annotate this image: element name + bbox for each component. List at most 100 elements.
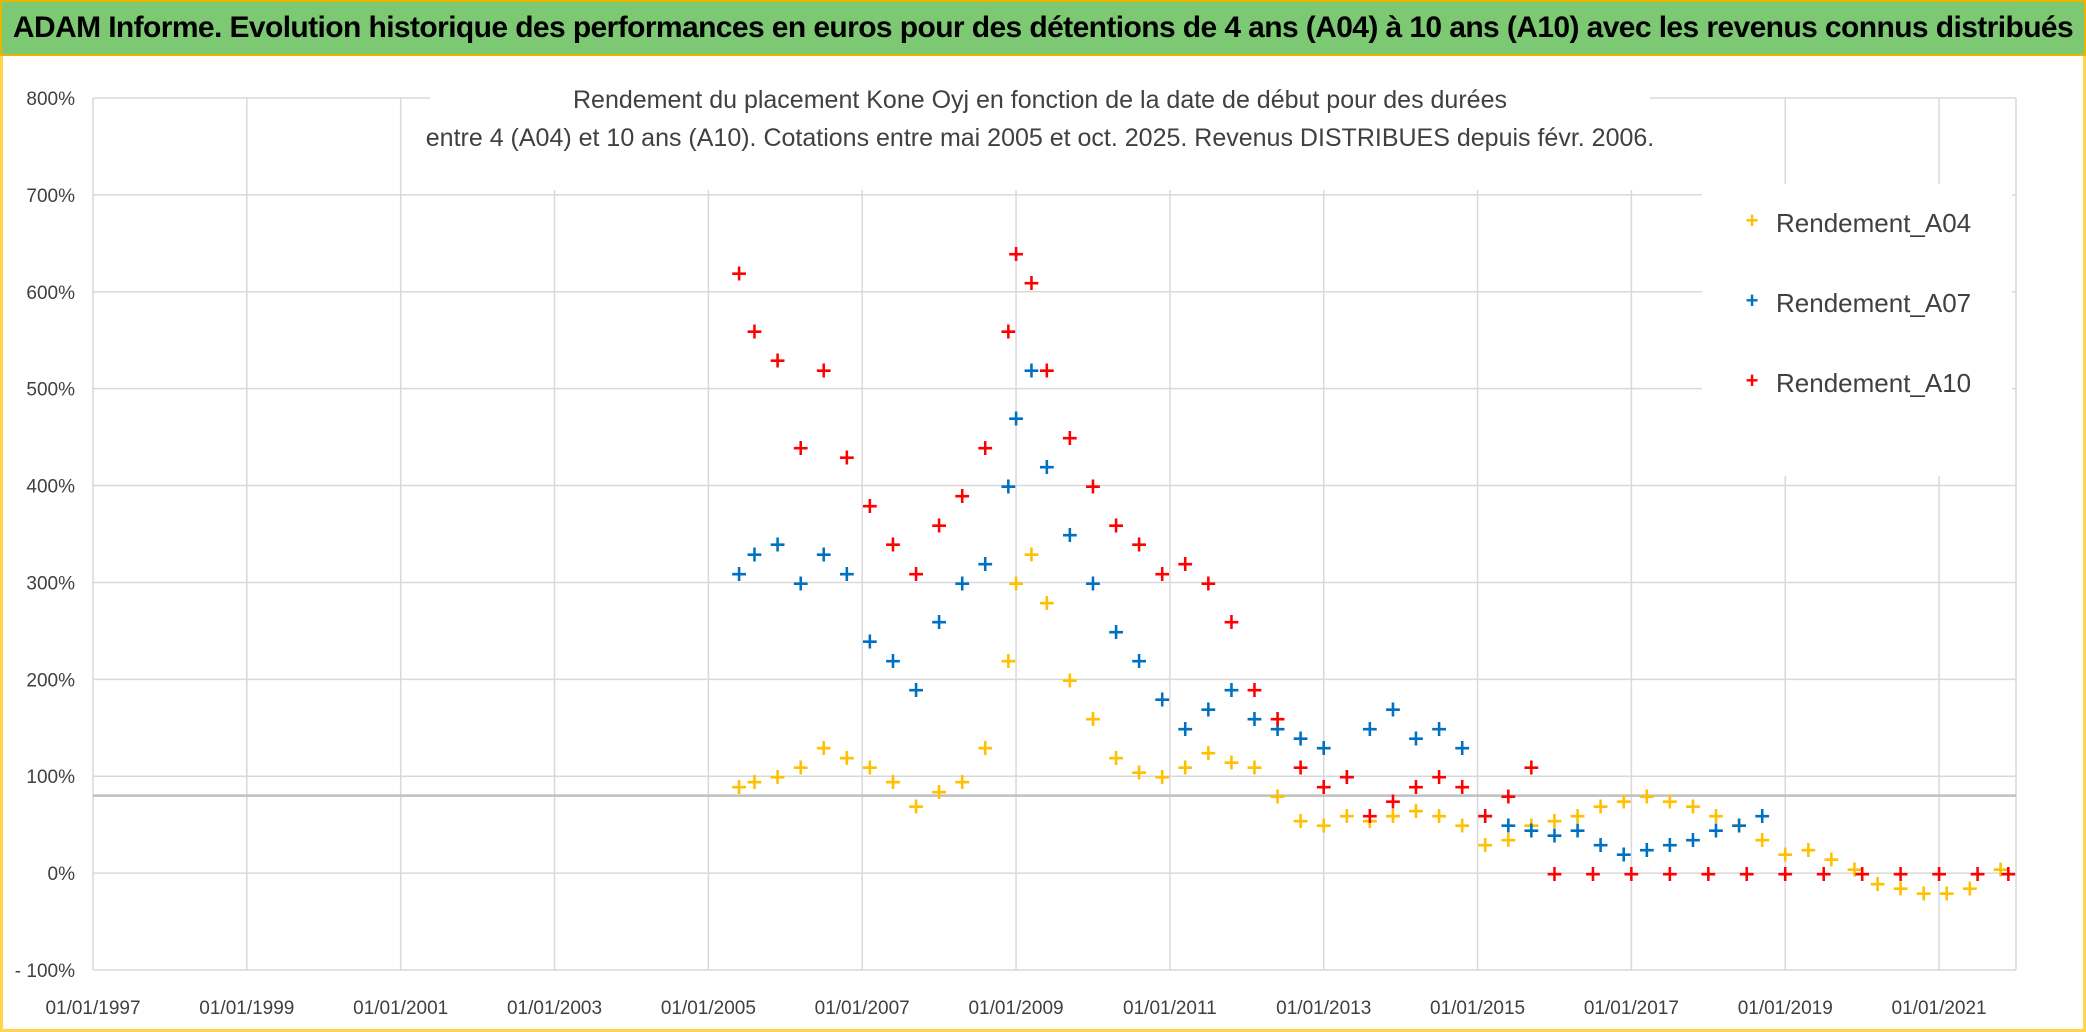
series-rendement-a04: ++ + ++ + ++++ ++++++++++ + ++ + +++ + + + + + + ++ ++ + + +… xyxy=(730,542,2010,906)
y-tick-label: 600% xyxy=(26,283,75,304)
data-point: + xyxy=(730,562,748,587)
data-point: + xyxy=(1291,809,1309,834)
data-point: + xyxy=(1176,552,1194,577)
x-tick-label: 01/01/1999 xyxy=(199,998,294,1019)
data-point: + xyxy=(1130,533,1148,558)
data-point: + xyxy=(930,610,948,635)
data-point: + xyxy=(1007,407,1025,432)
data-point: + xyxy=(1822,848,1840,873)
chart-grid xyxy=(92,97,2017,971)
data-point: + xyxy=(730,775,748,800)
data-point: + xyxy=(1545,862,1563,887)
data-point: + xyxy=(1407,775,1425,800)
data-point: + xyxy=(884,533,902,558)
legend-label-a10: Rendement_A10 xyxy=(1776,368,1971,398)
data-point: + xyxy=(1968,862,1986,887)
data-point: + xyxy=(838,562,856,587)
data-point: + xyxy=(1245,678,1263,703)
data-point: + xyxy=(1453,736,1471,761)
data-point: + xyxy=(1222,678,1240,703)
y-tick-label: 700% xyxy=(26,186,75,207)
data-point: + xyxy=(1268,785,1286,810)
chart: ++ + ++ + ++++ ++++++++++ + ++ + +++ + + + + + + ++ ++ + + +… xyxy=(15,74,2018,1019)
data-point: + xyxy=(1291,756,1309,781)
data-point: + xyxy=(815,358,833,383)
data-point: + xyxy=(1061,426,1079,451)
chart-title-line-1: Rendement du placement Kone Oyj en fonct… xyxy=(573,86,1507,114)
data-point: + xyxy=(1384,789,1402,814)
data-point: + xyxy=(1591,794,1609,819)
data-point: + xyxy=(953,571,971,596)
data-point: + xyxy=(1891,862,1909,887)
data-point: + xyxy=(1584,862,1602,887)
chart-points: ++ + ++ + ++++ ++++++++++ + ++ + +++ + + + + + + ++ ++ + + +… xyxy=(730,242,2018,906)
data-point: + xyxy=(1153,688,1171,713)
data-point: + xyxy=(1738,862,1756,887)
data-point: + xyxy=(1814,862,1832,887)
legend-background xyxy=(1702,184,2012,476)
data-point: + xyxy=(745,542,763,567)
data-point: + xyxy=(1245,707,1263,732)
data-point: + xyxy=(1022,271,1040,296)
data-point: + xyxy=(861,494,879,519)
x-tick-label: 01/01/2005 xyxy=(661,998,756,1019)
data-point: + xyxy=(1999,862,2017,887)
data-point: + xyxy=(1268,707,1286,732)
x-tick-label: 01/01/1997 xyxy=(45,998,140,1019)
data-point: + xyxy=(1338,765,1356,790)
data-point: + xyxy=(1084,475,1102,500)
y-tick-label: - 100% xyxy=(15,961,75,982)
data-point: + xyxy=(999,475,1017,500)
data-point: + xyxy=(1291,726,1309,751)
x-tick-label: 01/01/2017 xyxy=(1584,998,1679,1019)
data-point: + xyxy=(1591,833,1609,858)
data-point: + xyxy=(1499,814,1517,839)
data-point: + xyxy=(1684,828,1702,853)
data-point: + xyxy=(1614,843,1632,868)
data-point: + xyxy=(1038,358,1056,383)
data-point: + xyxy=(1199,741,1217,766)
x-tick-label: 01/01/2013 xyxy=(1276,998,1371,1019)
x-tick-label: 01/01/2011 xyxy=(1123,998,1217,1019)
data-point: + xyxy=(1638,785,1656,810)
data-point: + xyxy=(1499,785,1517,810)
chart-legend: + Rendement_A04 + Rendement_A07 + Rendem… xyxy=(1702,184,2012,476)
data-point: + xyxy=(1153,562,1171,587)
data-point: + xyxy=(953,770,971,795)
data-point: + xyxy=(791,571,809,596)
data-point: + xyxy=(1661,862,1679,887)
data-point: + xyxy=(999,649,1017,674)
data-point: + xyxy=(1545,823,1563,848)
data-point: + xyxy=(1176,756,1194,781)
data-point: + xyxy=(1222,751,1240,776)
data-point: + xyxy=(768,765,786,790)
chart-title: Rendement du placement Kone Oyj en fonct… xyxy=(426,74,1654,190)
data-point: + xyxy=(1315,775,1333,800)
data-point: + xyxy=(907,562,925,587)
legend-label-a07: Rendement_A07 xyxy=(1776,288,1971,318)
data-point: + xyxy=(1130,649,1148,674)
data-point: + xyxy=(1038,591,1056,616)
data-point: + xyxy=(1622,862,1640,887)
data-point: + xyxy=(861,630,879,655)
data-point: + xyxy=(1222,610,1240,635)
data-point: + xyxy=(1084,571,1102,596)
data-point: + xyxy=(1430,804,1448,829)
data-point: + xyxy=(1914,881,1932,906)
data-point: + xyxy=(1868,872,1886,897)
data-point: + xyxy=(907,794,925,819)
data-point: + xyxy=(1614,789,1632,814)
data-point: + xyxy=(745,770,763,795)
header-banner: ADAM Informe. Evolution historique des p… xyxy=(0,0,2086,56)
data-point: + xyxy=(1938,881,1956,906)
data-point: + xyxy=(1638,838,1656,863)
data-point: + xyxy=(1361,809,1379,834)
data-point: + xyxy=(907,678,925,703)
y-tick-label: 500% xyxy=(26,380,75,401)
data-point: + xyxy=(1107,746,1125,771)
legend-marker-a10: + xyxy=(1746,368,1759,393)
data-point: + xyxy=(1476,804,1494,829)
data-point: + xyxy=(884,649,902,674)
data-point: + xyxy=(1130,760,1148,785)
data-point: + xyxy=(1853,862,1871,887)
